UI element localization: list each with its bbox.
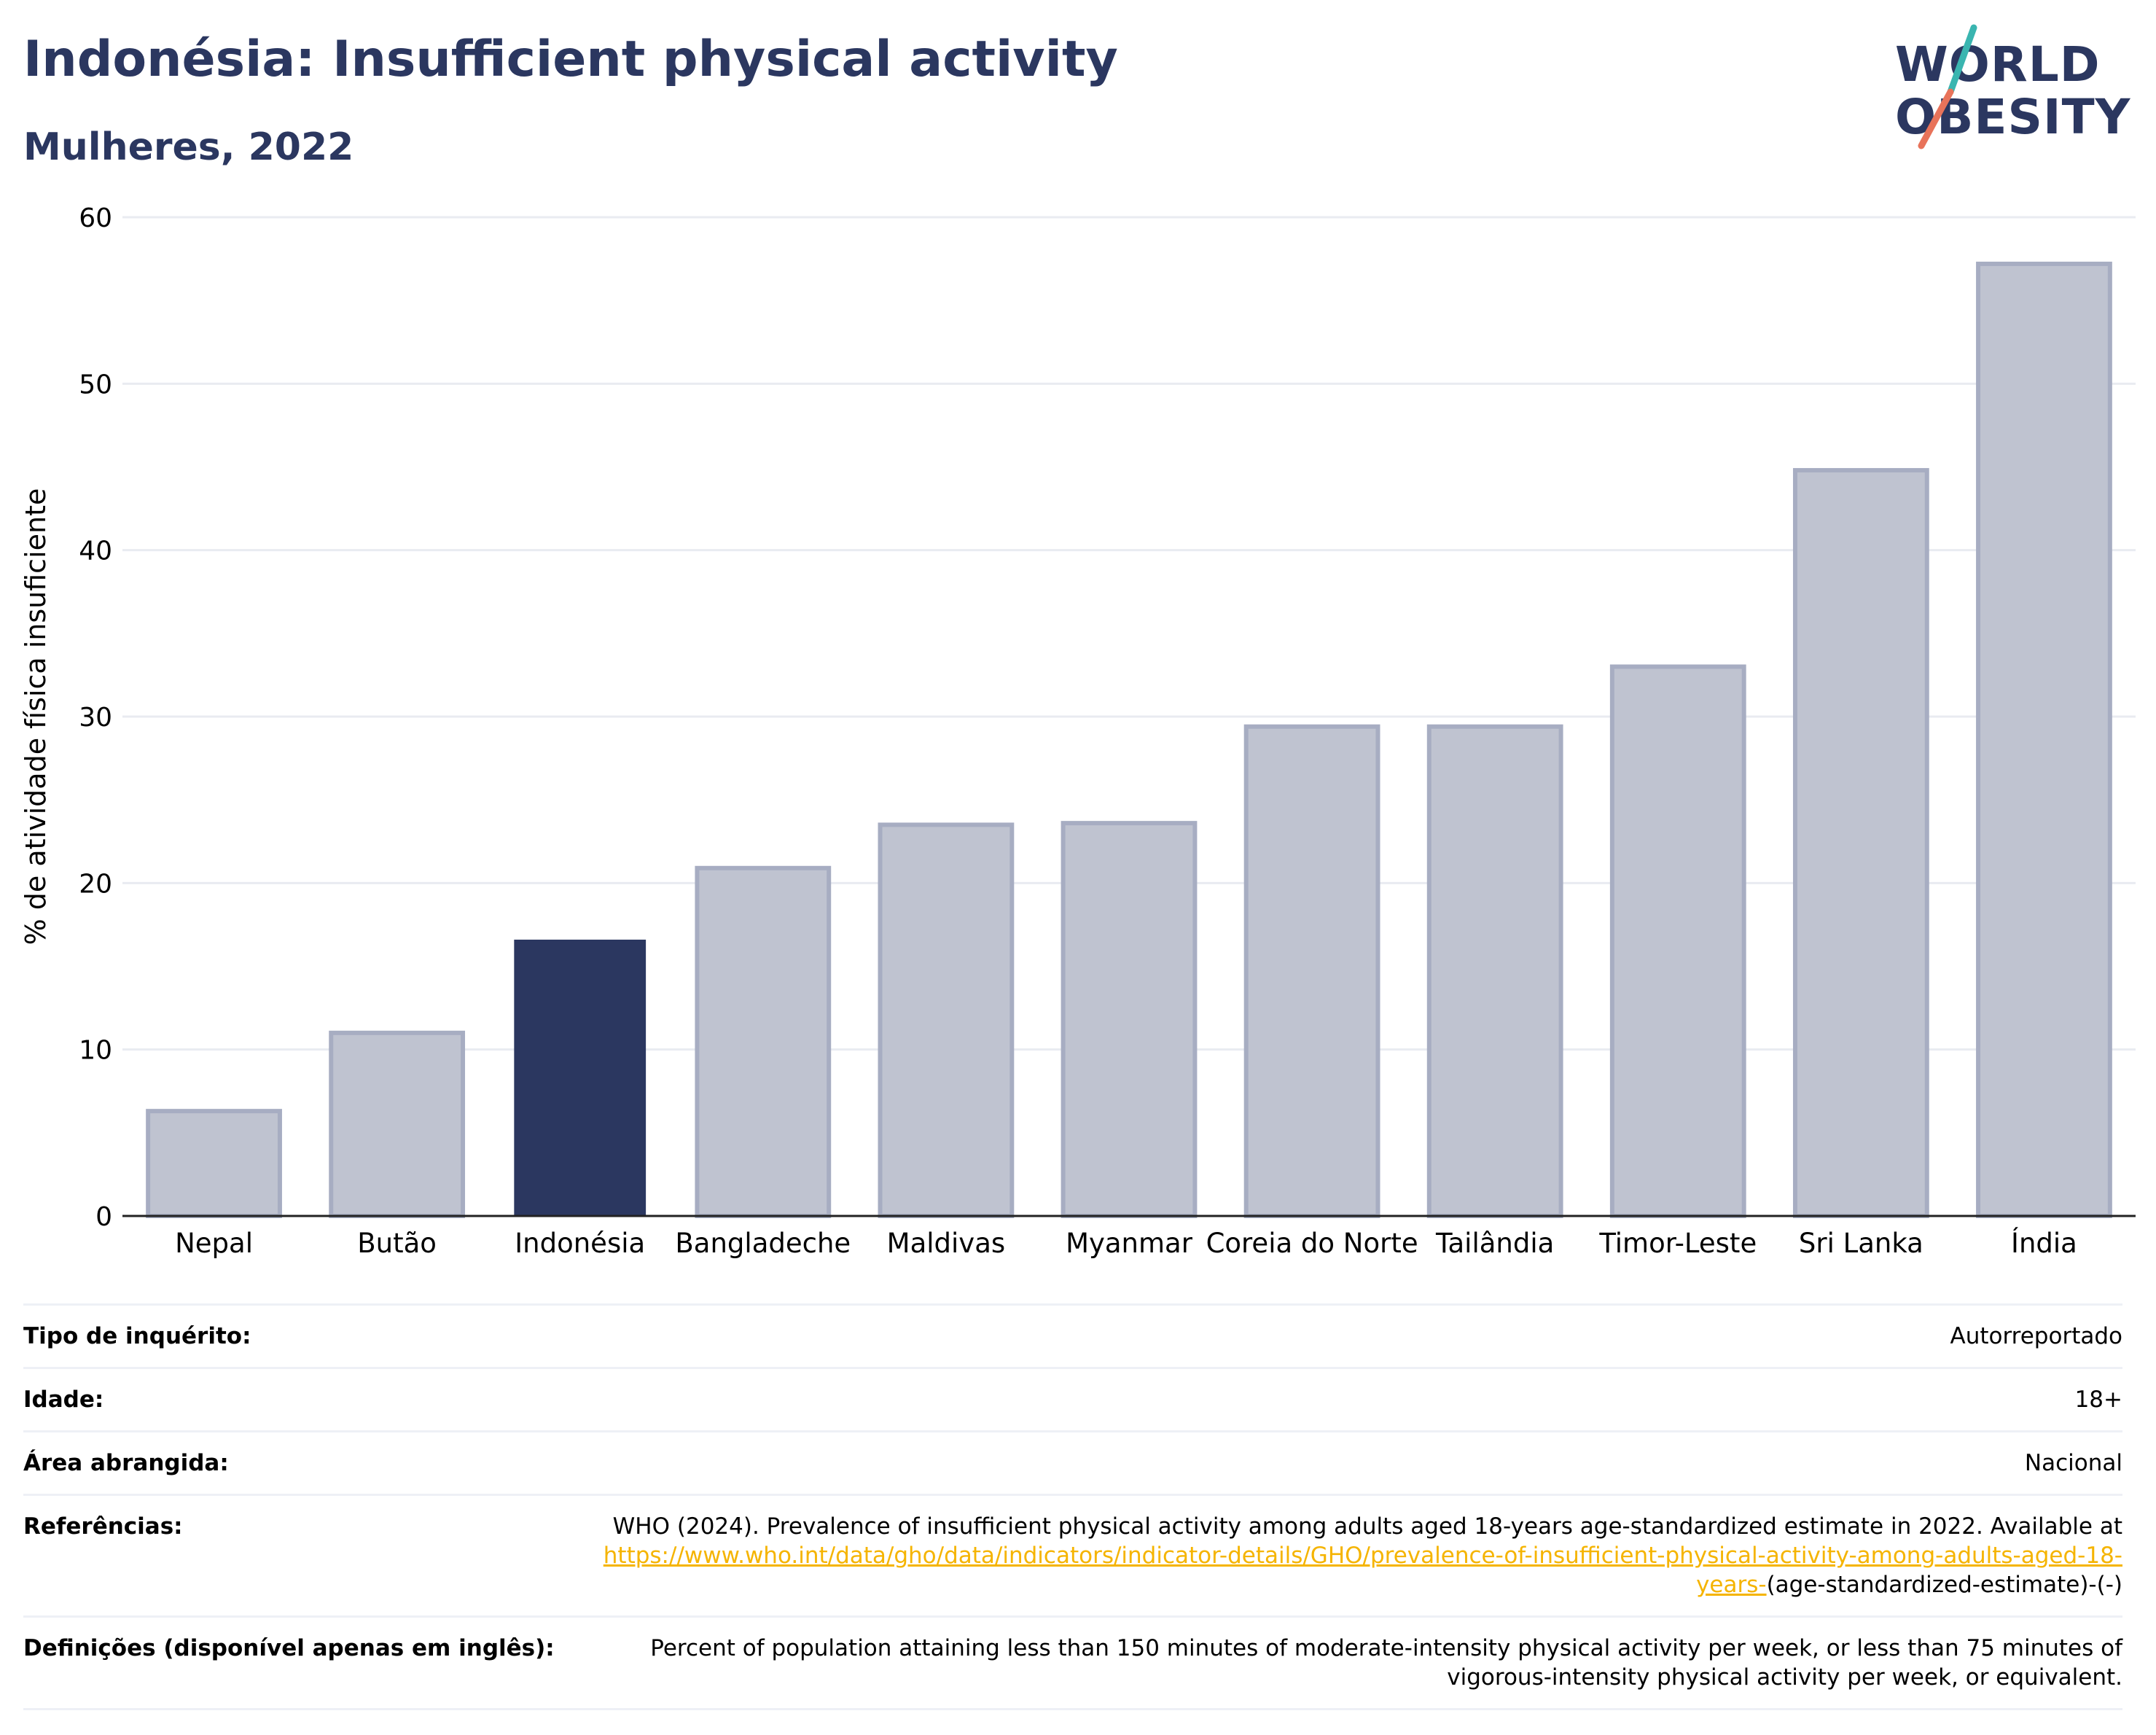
y-tick-label: 60 xyxy=(79,203,112,233)
logo-line-1: WORLD xyxy=(1895,36,2101,93)
info-table: Tipo de inquérito: Autorreportado Idade:… xyxy=(23,1303,2122,1710)
info-label: Tipo de inquérito: xyxy=(23,1323,251,1349)
info-value: Nacional xyxy=(2024,1450,2122,1476)
y-tick-label: 50 xyxy=(79,370,112,399)
x-tick-label: Maldivas xyxy=(887,1228,1006,1259)
page-title: Indonésia: Insufficient physical activit… xyxy=(23,31,1118,88)
info-value: Autorreportado xyxy=(1950,1323,2123,1349)
x-tick-label: Timor-Leste xyxy=(1598,1228,1757,1259)
reference-suffix: (age-standardized-estimate)-(-) xyxy=(1766,1572,2122,1598)
bar-coreia-do-norte xyxy=(1243,724,1380,1218)
x-tick-label: Myanmar xyxy=(1066,1228,1193,1259)
x-tick-label: Butão xyxy=(357,1228,437,1259)
bar-índia xyxy=(1976,261,2112,1218)
bar-butão xyxy=(329,1030,466,1219)
y-axis-label: % de atividade física insuficiente xyxy=(20,488,52,946)
info-label: Área abrangida: xyxy=(23,1450,229,1476)
bar-indonésia xyxy=(514,939,647,1216)
y-tick-label: 30 xyxy=(79,703,112,733)
y-tick-label: 0 xyxy=(95,1202,112,1232)
reference-text: WHO (2024). Prevalence of insufficient p… xyxy=(612,1513,2122,1540)
info-value-reference: WHO (2024). Prevalence of insufficient p… xyxy=(548,1512,2122,1599)
x-tick-label: Tailândia xyxy=(1435,1228,1554,1259)
info-value: Percent of population attaining less tha… xyxy=(650,1635,2122,1691)
info-label: Referências: xyxy=(23,1513,183,1540)
x-tick-label: Coreia do Norte xyxy=(1206,1228,1418,1259)
bar-chart: 0 10 20 30 40 50 60 Nepal Butão Indonésia Banglad… xyxy=(20,203,2136,1259)
bar-myanmar xyxy=(1061,821,1198,1218)
info-value: 18+ xyxy=(2074,1387,2122,1413)
info-row-coverage: Área abrangida: Nacional xyxy=(23,1430,2122,1494)
bar-nepal xyxy=(146,1109,282,1219)
y-tick-label: 20 xyxy=(79,869,112,899)
x-tick-label: Índia xyxy=(2011,1227,2077,1259)
logo-slash-icon xyxy=(1918,24,1977,149)
bar-maldivas xyxy=(878,822,1015,1218)
info-row-definitions: Definições (disponível apenas em inglês)… xyxy=(23,1615,2122,1710)
x-tick-label: Nepal xyxy=(175,1228,253,1259)
info-label: Definições (disponível apenas em inglês)… xyxy=(23,1635,555,1661)
info-row-references: Referências: WHO (2024). Prevalence of i… xyxy=(23,1494,2122,1615)
reference-link[interactable]: https://www.who.int/data/gho/data/indica… xyxy=(603,1543,2122,1598)
page-subtitle: Mulheres, 2022 xyxy=(23,125,354,169)
info-label: Idade: xyxy=(23,1387,104,1413)
x-tick-label: Bangladeche xyxy=(675,1228,851,1259)
info-row-age: Idade: 18+ xyxy=(23,1367,2122,1430)
y-tick-labels: 0 10 20 30 40 50 60 xyxy=(79,203,112,1232)
x-tick-label: Sri Lanka xyxy=(1799,1228,1923,1259)
x-tick-labels: Nepal Butão Indonésia Bangladeche Maldivas My… xyxy=(175,1227,2077,1259)
bar-sri-lanka xyxy=(1792,468,1929,1219)
bar-timor-leste xyxy=(1609,664,1746,1218)
y-tick-label: 40 xyxy=(79,537,112,566)
y-tick-label: 10 xyxy=(79,1036,112,1066)
chart-bars xyxy=(146,261,2112,1219)
x-tick-label: Indonésia xyxy=(515,1228,645,1259)
info-row-survey-type: Tipo de inquérito: Autorreportado xyxy=(23,1303,2122,1367)
bar-tailândia xyxy=(1426,724,1563,1218)
bar-bangladeche xyxy=(695,865,832,1218)
world-obesity-logo: WORLD OBESITY xyxy=(1895,22,2143,153)
